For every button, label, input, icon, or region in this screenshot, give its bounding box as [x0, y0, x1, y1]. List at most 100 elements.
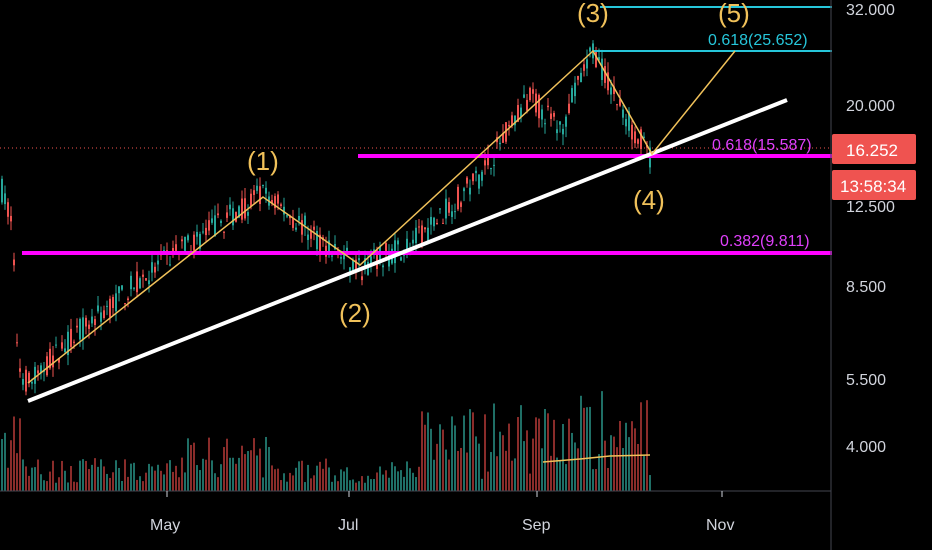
candle-body: [10, 215, 12, 222]
trendline: [27, 98, 788, 403]
volume-bar: [235, 463, 237, 491]
candle-body: [478, 174, 480, 189]
volume-bar: [91, 464, 93, 491]
candle-body: [406, 238, 408, 251]
y-axis[interactable]: 32.000 20.000 12.500 8.500 5.500 4.000: [846, 2, 895, 456]
volume-bar: [469, 409, 471, 491]
candle-body: [520, 107, 522, 117]
candle-body: [109, 298, 111, 318]
candle-body: [526, 100, 528, 111]
x-axis[interactable]: May Jul Sep Nov: [150, 491, 734, 534]
volume-bar: [628, 437, 630, 491]
y-tick-label: 20.000: [846, 98, 895, 115]
candle-body: [310, 230, 312, 239]
volume-bar: [601, 391, 603, 491]
volume-bar: [505, 450, 507, 491]
volume-bar: [517, 417, 519, 491]
volume-bar: [127, 476, 129, 491]
volume-bar: [43, 480, 45, 491]
volume-bar: [487, 471, 489, 491]
candle-body: [532, 89, 534, 94]
volume-bar: [448, 459, 450, 491]
candle-body: [352, 259, 354, 271]
volume-bar: [226, 438, 228, 491]
volume-bar: [49, 471, 51, 491]
volume-bar: [109, 477, 111, 491]
candle-body: [601, 58, 603, 80]
volume-bar: [196, 465, 198, 491]
volume-bar: [166, 463, 168, 491]
y-tick-label: 32.000: [846, 2, 895, 19]
elliott-wave-path: [27, 49, 736, 384]
candle-body: [502, 133, 504, 143]
volume-bar: [649, 475, 651, 491]
candle-body: [433, 217, 435, 227]
candle-body: [82, 317, 84, 340]
candle-body: [70, 328, 72, 347]
volume-bar: [4, 432, 6, 491]
candle-body: [244, 198, 246, 219]
volume-bar: [94, 458, 96, 491]
volume-bar: [217, 477, 219, 491]
volume-bar: [574, 442, 576, 491]
volume-bar: [100, 459, 102, 491]
volume-bar: [559, 460, 561, 491]
candle-body: [13, 259, 15, 266]
candle-body: [211, 218, 213, 223]
candle-body: [577, 75, 579, 80]
candle-body: [76, 325, 78, 328]
candle-body: [127, 298, 129, 300]
volume-bar: [247, 451, 249, 491]
candle-body: [472, 173, 474, 182]
volume-bar: [499, 431, 501, 491]
candle-body: [262, 184, 264, 186]
candle-body: [568, 103, 570, 113]
candle-body: [604, 66, 606, 83]
volume-bar: [55, 482, 57, 491]
volume-bar: [340, 469, 342, 491]
volume-bar: [406, 461, 408, 491]
candle-body: [196, 231, 198, 237]
volume-bar: [496, 456, 498, 491]
x-tick-label: May: [150, 517, 180, 534]
candle-body: [424, 227, 426, 230]
candle-body: [283, 206, 285, 215]
volume-bar: [634, 428, 636, 491]
candle-body: [628, 111, 630, 131]
volume-bar: [145, 472, 147, 491]
candle-body: [97, 305, 99, 312]
candle-body: [25, 369, 27, 392]
candle-body: [118, 286, 120, 294]
x-tick-label: Jul: [338, 517, 358, 534]
candle-body: [175, 244, 177, 252]
volume-moving-average: [542, 454, 651, 463]
candle-body: [145, 278, 147, 281]
volume-bar: [625, 422, 627, 491]
candle-body: [448, 202, 450, 213]
volume-bar: [67, 482, 69, 491]
countdown-badge: [832, 170, 916, 200]
candle-body: [427, 227, 429, 242]
candle-body: [58, 358, 60, 363]
volume-bar: [151, 466, 153, 491]
candle-body: [124, 303, 126, 305]
candle-body: [37, 370, 39, 374]
candle-body: [421, 225, 423, 244]
y-tick-label: 5.500: [846, 372, 886, 389]
volume-bar: [52, 460, 54, 491]
candle-body: [208, 220, 210, 231]
volume-bar: [250, 450, 252, 491]
volume-bar: [280, 480, 282, 491]
volume-bar: [643, 455, 645, 491]
volume-bars: [1, 391, 651, 491]
candle-body: [625, 119, 627, 127]
volume-bar: [325, 458, 327, 491]
volume-bar: [112, 472, 114, 491]
volume-bar: [208, 437, 210, 491]
candle-body: [469, 187, 471, 195]
candle-body: [499, 142, 501, 145]
volume-bar: [580, 395, 582, 491]
volume-bar: [253, 438, 255, 491]
volume-bar: [484, 414, 486, 491]
